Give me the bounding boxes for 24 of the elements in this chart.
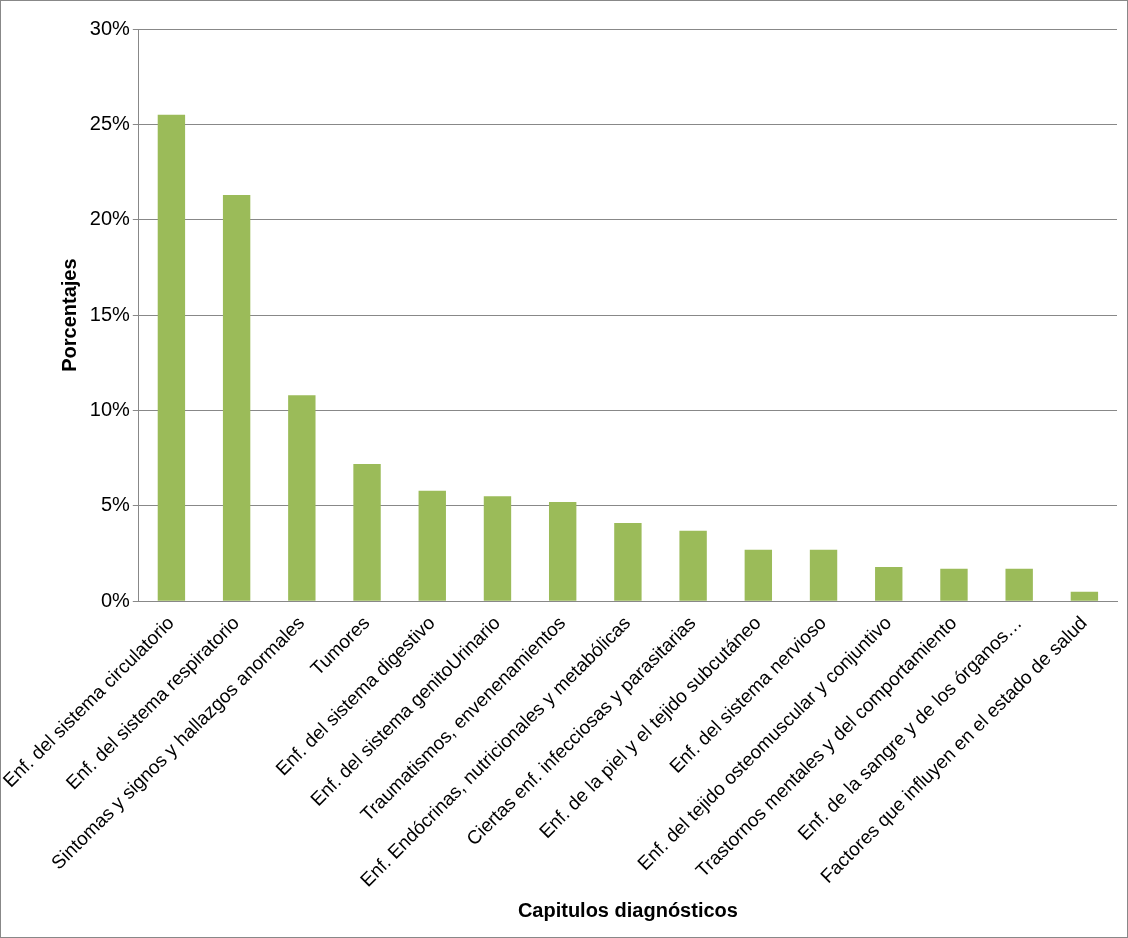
bar — [157, 114, 186, 601]
bar — [418, 490, 446, 601]
y-axis-title: Porcentajes — [58, 258, 81, 372]
bar — [614, 523, 642, 601]
y-tick-label: 15% — [89, 302, 131, 325]
y-tick-label: 0% — [100, 588, 131, 611]
bar — [222, 194, 251, 601]
bar — [483, 496, 512, 601]
x-axis-title: Capitulos diagnósticos — [517, 898, 738, 921]
y-tick-label: 5% — [100, 493, 131, 516]
bar — [940, 568, 968, 601]
y-tick-label: 20% — [89, 207, 131, 230]
y-tick-label: 10% — [89, 398, 131, 421]
bar — [809, 549, 838, 601]
bar — [1070, 591, 1099, 601]
bar — [679, 530, 707, 601]
bar — [744, 549, 773, 601]
bar — [353, 463, 381, 601]
bar — [875, 566, 903, 601]
y-tick-label: 30% — [89, 16, 131, 39]
y-tick-label: 25% — [89, 111, 131, 134]
bar — [288, 395, 316, 601]
bar — [1005, 568, 1033, 601]
bar — [548, 502, 577, 601]
